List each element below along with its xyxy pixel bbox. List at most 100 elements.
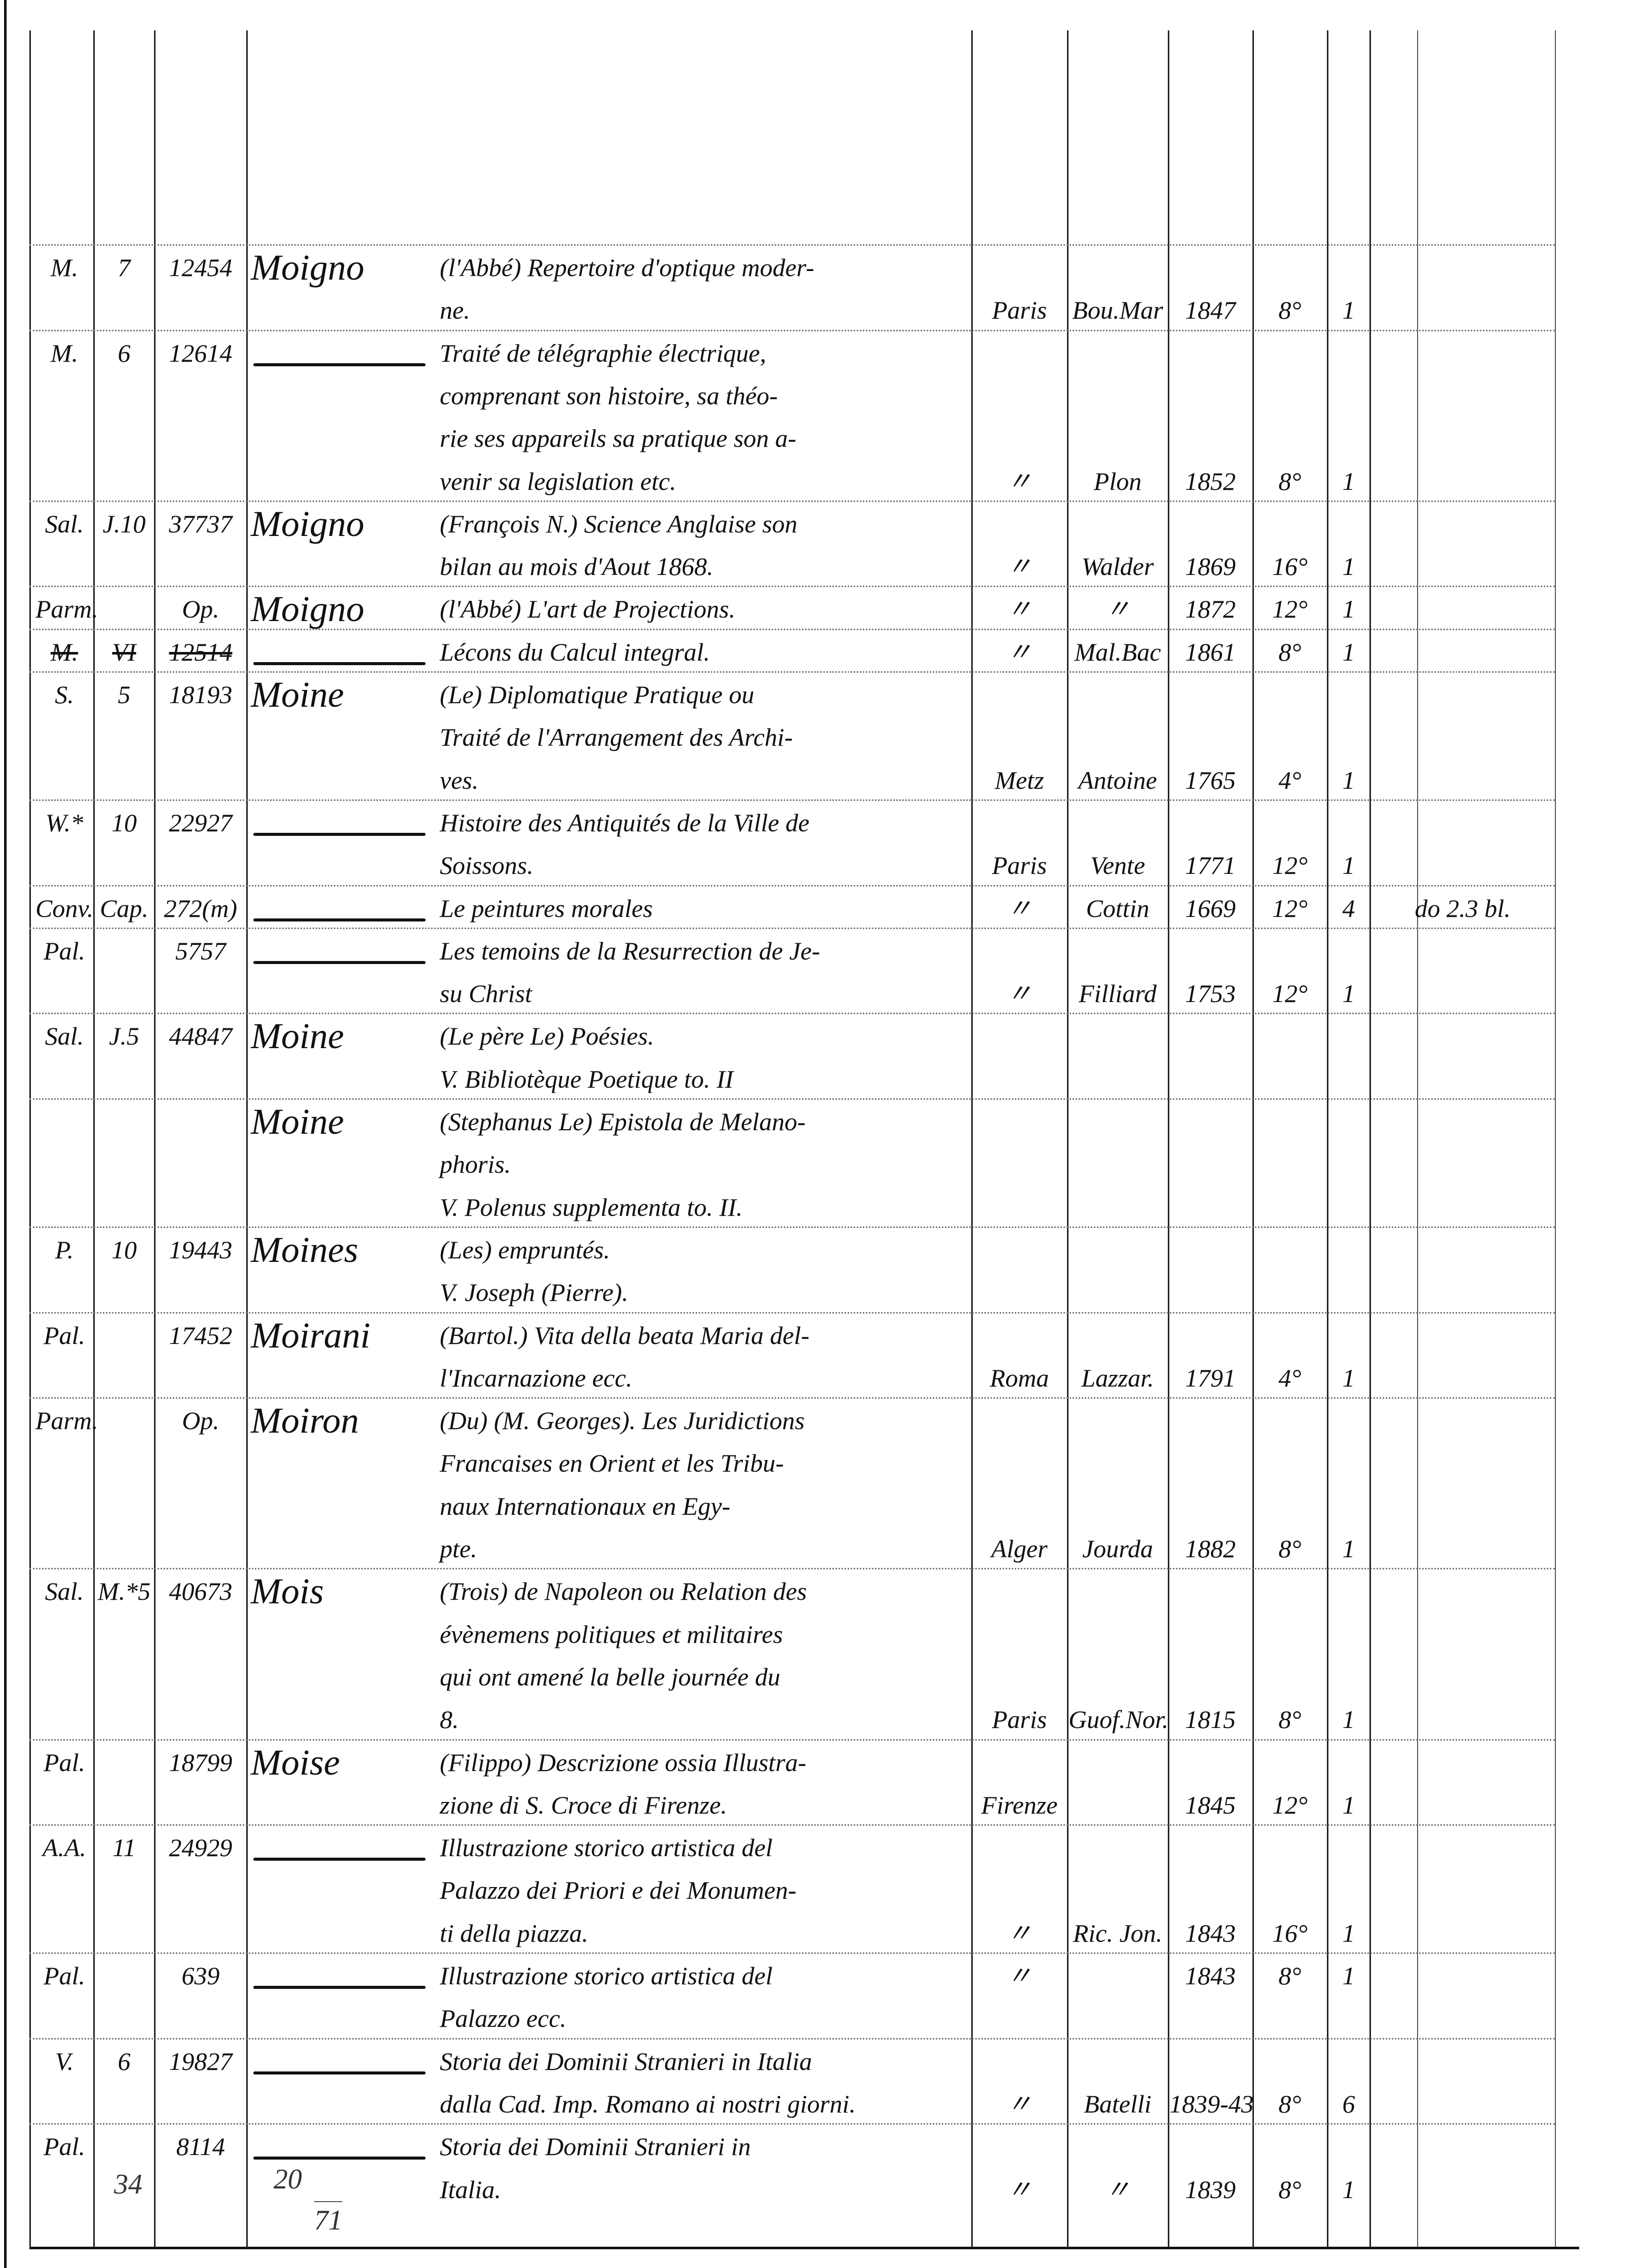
column-rule (1417, 30, 1418, 2248)
catalog-number: 12514 (169, 637, 233, 666)
format-cell: 16° (1272, 1918, 1308, 1947)
title-line: Storia dei Dominii Stranieri in Italia (440, 2047, 812, 2075)
ditto-author-dash (253, 1858, 426, 1861)
place-cell: 〃 (1007, 2089, 1032, 2118)
title-line: Illustrazione storico artistica del (440, 1962, 773, 1990)
shelf-mark: Pal. (44, 1962, 85, 1990)
title-line: Lécons du Calcul integral. (440, 637, 710, 666)
bottom-rule (29, 2247, 1579, 2249)
volumes-cell: 1 (1342, 851, 1355, 880)
title-line: (Le) Diplomatique Pratique ou (440, 680, 754, 709)
title-line: Traité de télégraphie électrique, (440, 338, 767, 367)
shelf-mark: Sal. (45, 1022, 84, 1051)
catalog-number: 44847 (169, 1022, 233, 1051)
catalog-number: 37737 (169, 509, 233, 538)
column-rule (29, 30, 31, 2248)
volumes-cell: 1 (1342, 595, 1355, 624)
entry-separator (29, 1568, 1555, 1570)
title-line: (Trois) de Napoleon ou Relation des (440, 1577, 807, 1606)
column-rule (93, 30, 95, 2248)
case-number: 11 (112, 1833, 136, 1862)
year-cell: 1843 (1185, 1918, 1236, 1947)
title-line: Storia dei Dominii Stranieri in (440, 2132, 751, 2161)
case-number: Cap. (100, 894, 148, 922)
entry-separator (29, 885, 1555, 887)
catalog-number: 19443 (169, 1235, 233, 1264)
entry-separator (29, 586, 1555, 588)
title-line: ti della piazza. (440, 1918, 589, 1947)
place-cell: 〃 (1007, 1962, 1032, 1990)
shelf-mark: Pal. (44, 936, 85, 965)
place-cell: Metz (995, 765, 1044, 794)
place-cell: 〃 (1007, 979, 1032, 1008)
volumes-cell: 1 (1342, 1534, 1355, 1563)
title-line: (l'Abbé) L'art de Projections. (440, 595, 736, 624)
title-line: comprenant son histoire, sa théo- (440, 381, 778, 410)
case-number: J.10 (102, 509, 146, 538)
ditto-author-dash (253, 363, 426, 366)
place-cell: 〃 (1007, 2175, 1032, 2204)
title-line: (François N.) Science Anglaise son (440, 509, 797, 538)
ditto-author-dash (253, 1986, 426, 1989)
publisher-cell: Filliard (1079, 979, 1157, 1008)
year-cell: 1839-43 (1169, 2089, 1254, 2118)
author-name: Moigno (251, 589, 364, 630)
entry-separator (29, 1739, 1555, 1741)
place-cell: Firenze (981, 1790, 1058, 1819)
title-line: Soissons. (440, 851, 533, 880)
catalog-number: 18799 (169, 1748, 233, 1777)
shelf-mark: A.A. (42, 1833, 87, 1862)
case-number: 6 (118, 2047, 131, 2075)
publisher-cell: Mal.Bac (1074, 637, 1161, 666)
year-cell: 1845 (1185, 1790, 1236, 1819)
format-cell: 16° (1272, 552, 1308, 581)
title-line: (Les) empruntés. (440, 1235, 611, 1264)
title-line: V. Bibliotèque Poetique to. II (440, 1064, 734, 1093)
format-cell: 12° (1272, 979, 1308, 1008)
entry-separator (29, 1952, 1555, 1954)
author-name: Moigno (251, 247, 364, 288)
format-cell: 8° (1278, 1534, 1302, 1563)
place-cell: 〃 (1007, 467, 1032, 495)
catalog-number: 5757 (175, 936, 226, 965)
title-line: (Le père Le) Poésies. (440, 1022, 655, 1051)
catalog-number: 24929 (169, 1833, 233, 1862)
title-line: Traité de l'Arrangement des Archi- (440, 723, 793, 752)
publisher-cell: Vente (1090, 851, 1146, 880)
title-line: V. Polenus supplementa to. II. (440, 1193, 743, 1221)
column-rule (246, 30, 248, 2248)
title-line: Illustrazione storico artistica del (440, 1833, 773, 1862)
case-number: M.*5 (97, 1577, 151, 1606)
column-rule (971, 30, 973, 2248)
catalog-number: 8114 (176, 2132, 225, 2161)
shelf-mark: Pal. (44, 2132, 85, 2161)
entry-separator (29, 1824, 1555, 1826)
publisher-cell: Plon (1093, 467, 1142, 495)
catalog-number: 40673 (169, 1577, 233, 1606)
shelf-mark: Pal. (44, 1748, 85, 1777)
catalog-number: 19827 (169, 2047, 233, 2075)
shelf-mark: M. (50, 338, 79, 367)
shelf-mark: M. (50, 253, 79, 282)
year-cell: 1882 (1185, 1534, 1236, 1563)
title-line: Histoire des Antiquités de la Ville de (440, 808, 810, 837)
title-line: 8. (440, 1705, 459, 1734)
note-cell: do 2.3 bl. (1415, 894, 1511, 922)
place-cell: Paris (991, 1705, 1047, 1734)
format-cell: 8° (1278, 2089, 1302, 2118)
volumes-cell: 1 (1342, 979, 1355, 1008)
shelf-mark: P. (55, 1235, 74, 1264)
catalog-number: Op. (182, 595, 219, 624)
case-number: 6 (118, 338, 131, 367)
author-name: Moine (251, 674, 344, 715)
shelf-mark: Sal. (45, 509, 84, 538)
column-rule (1252, 30, 1254, 2248)
publisher-cell: 〃 (1105, 595, 1130, 624)
publisher-cell: 〃 (1105, 2175, 1130, 2204)
title-line: Francaises en Orient et les Tribu- (440, 1449, 784, 1478)
publisher-cell: Bou.Mar (1072, 296, 1163, 325)
year-cell: 1791 (1185, 1363, 1236, 1392)
format-cell: 8° (1278, 1705, 1302, 1734)
title-line: ves. (440, 765, 479, 794)
